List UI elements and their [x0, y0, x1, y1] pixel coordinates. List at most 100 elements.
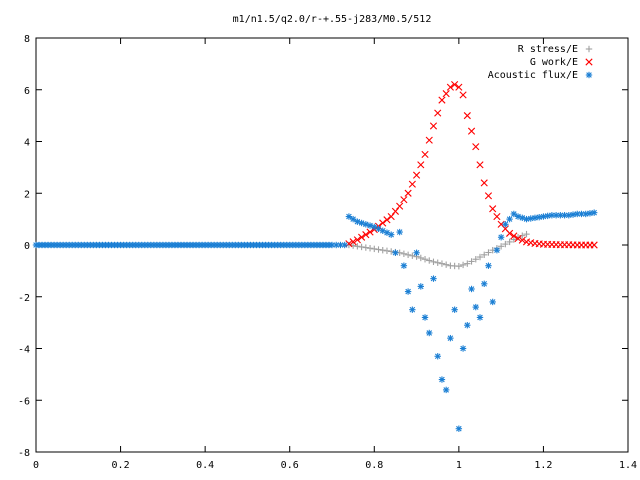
data-point — [421, 150, 429, 159]
data-point — [383, 229, 391, 236]
data-point — [388, 248, 395, 255]
data-point — [455, 425, 463, 432]
data-point — [198, 241, 206, 249]
x-tick-label: 0.6 — [281, 460, 299, 471]
data-point — [396, 228, 403, 236]
data-point — [561, 212, 568, 219]
data-point — [464, 322, 471, 329]
data-point — [404, 251, 412, 259]
data-point — [565, 212, 572, 219]
y-tick-label: -4 — [18, 345, 30, 356]
x-tick-label: 0.4 — [196, 460, 214, 471]
x-tick-label: 1.2 — [534, 460, 552, 471]
data-point — [412, 171, 421, 179]
data-point — [400, 250, 408, 257]
legend-marker — [585, 45, 593, 53]
data-point — [489, 205, 497, 213]
legend-label: G work/E — [530, 57, 578, 68]
chart-title: m1/n1.5/q2.0/r-+.55-j283/M0.5/512 — [233, 14, 432, 25]
data-point — [241, 241, 248, 249]
data-point — [156, 241, 164, 249]
data-point — [493, 246, 501, 254]
data-point — [438, 376, 446, 383]
data-point — [387, 212, 395, 221]
y-tick-label: -2 — [18, 293, 30, 304]
data-point — [349, 238, 357, 246]
data-point — [484, 192, 493, 200]
series-2 — [32, 209, 598, 432]
data-point — [552, 212, 560, 219]
data-point — [586, 210, 594, 217]
data-point — [447, 334, 454, 342]
data-point — [430, 275, 437, 282]
data-point — [341, 241, 348, 249]
data-point — [379, 219, 387, 227]
data-point — [481, 251, 488, 259]
data-point — [468, 285, 475, 293]
data-point — [506, 215, 513, 223]
x-tick-label: 1 — [456, 460, 462, 471]
data-point — [409, 252, 416, 259]
data-point — [135, 241, 142, 249]
axis-ticks: 0 0.2 0.4 0.6 0.8 1 1.2 1.4 8 6 4 2 0 -2 -4 -6 -8 — [18, 34, 637, 471]
data-point — [50, 241, 58, 249]
data-point — [476, 253, 484, 261]
data-point — [578, 210, 585, 218]
data-point — [430, 258, 437, 266]
data-point — [383, 216, 391, 224]
data-point — [353, 236, 361, 244]
data-point — [421, 314, 429, 321]
data-point — [464, 260, 471, 267]
data-point — [429, 122, 438, 130]
data-point — [502, 221, 509, 228]
data-point — [426, 329, 433, 337]
data-point — [472, 256, 479, 263]
data-point — [417, 161, 425, 169]
data-point — [417, 283, 424, 290]
data-point — [476, 161, 484, 169]
data-point — [438, 96, 446, 104]
data-point — [451, 306, 458, 313]
data-point — [485, 249, 492, 256]
data-point — [366, 222, 374, 229]
data-point — [506, 238, 513, 246]
data-point — [510, 232, 518, 240]
y-tick-label: 8 — [24, 34, 30, 45]
data-point — [283, 241, 290, 249]
data-point — [417, 254, 424, 262]
data-point — [476, 314, 484, 321]
data-point — [455, 83, 463, 91]
data-point — [531, 214, 539, 222]
data-point — [408, 180, 416, 188]
data-point — [442, 261, 450, 268]
data-point — [497, 243, 505, 250]
data-point — [434, 259, 441, 266]
data-point — [375, 246, 382, 253]
data-point — [362, 231, 370, 239]
x-tick-label: 0.8 — [365, 460, 383, 471]
y-tick-label: 2 — [24, 189, 30, 200]
series-1 — [345, 80, 598, 249]
legend-marker — [585, 71, 593, 79]
data-point — [481, 280, 488, 288]
x-tick-label: 1.4 — [619, 460, 637, 471]
data-point — [590, 209, 598, 216]
data-point — [577, 241, 586, 249]
data-point — [510, 236, 518, 243]
data-point — [358, 233, 366, 241]
data-point — [426, 257, 433, 264]
data-point — [535, 240, 543, 248]
data-point — [333, 241, 340, 249]
data-point — [392, 249, 399, 256]
data-point — [434, 109, 442, 117]
legend-label: R stress/E — [518, 44, 578, 55]
y-tick-label: 0 — [24, 241, 30, 252]
legend-label: Acoustic flux/E — [488, 70, 578, 81]
data-point — [519, 214, 526, 222]
data-point — [349, 215, 357, 223]
data-point — [463, 112, 471, 120]
data-point — [425, 136, 433, 144]
data-point — [442, 386, 450, 394]
data-point — [413, 249, 420, 256]
